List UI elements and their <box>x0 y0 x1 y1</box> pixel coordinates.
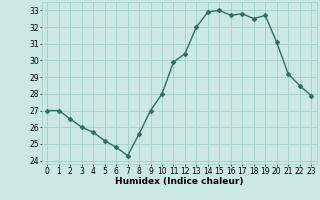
X-axis label: Humidex (Indice chaleur): Humidex (Indice chaleur) <box>115 177 244 186</box>
